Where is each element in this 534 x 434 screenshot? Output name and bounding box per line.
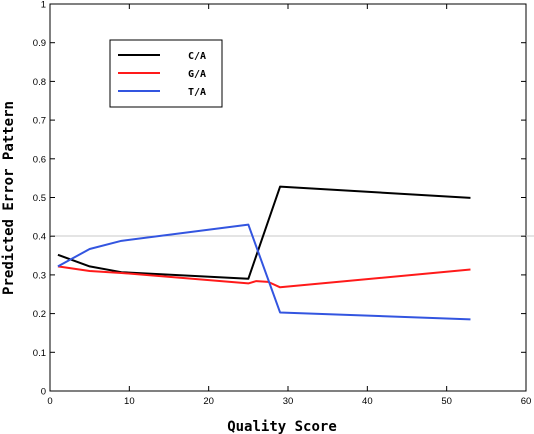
legend-label-c-a: C/A <box>188 51 206 62</box>
y-tick-label: 0 <box>41 387 46 398</box>
y-tick-label: 0.3 <box>33 270 46 281</box>
x-axis: 0 10 20 30 40 50 60 <box>47 4 531 407</box>
y-tick-label: 0.5 <box>33 193 46 204</box>
x-tick-label: 20 <box>203 396 214 407</box>
legend-label-g-a: G/A <box>188 69 206 80</box>
legend: C/A G/A T/A <box>109 39 223 108</box>
y-tick-label: 0.9 <box>33 38 46 49</box>
x-tick-label: 0 <box>47 396 52 407</box>
series-line-c-a <box>57 185 471 280</box>
series-layer <box>57 185 471 321</box>
x-tick-label: 60 <box>521 396 532 407</box>
series-line-g-a <box>57 265 471 289</box>
y-tick-label: 0.4 <box>33 232 46 243</box>
y-axis-title: Predicted Error Pattern <box>1 101 17 295</box>
x-tick-label: 10 <box>124 396 135 407</box>
x-tick-label: 30 <box>283 396 294 407</box>
x-tick-label: 40 <box>362 396 373 407</box>
y-tick-label: 0.2 <box>33 309 46 320</box>
series-line-t-a <box>57 223 471 321</box>
y-tick-label: 0.1 <box>33 348 46 359</box>
x-tick-label: 50 <box>441 396 452 407</box>
y-tick-label: 0.8 <box>33 77 46 88</box>
legend-label-t-a: T/A <box>188 87 206 98</box>
y-tick-label: 0.6 <box>33 154 46 165</box>
y-axis: 0 0.1 0.2 0.3 0.4 0.5 0.6 0.7 0.8 0.9 1 <box>33 0 526 398</box>
y-tick-label: 1 <box>41 0 46 11</box>
x-axis-title: Quality Score <box>227 419 337 434</box>
y-tick-label: 0.7 <box>33 116 46 127</box>
